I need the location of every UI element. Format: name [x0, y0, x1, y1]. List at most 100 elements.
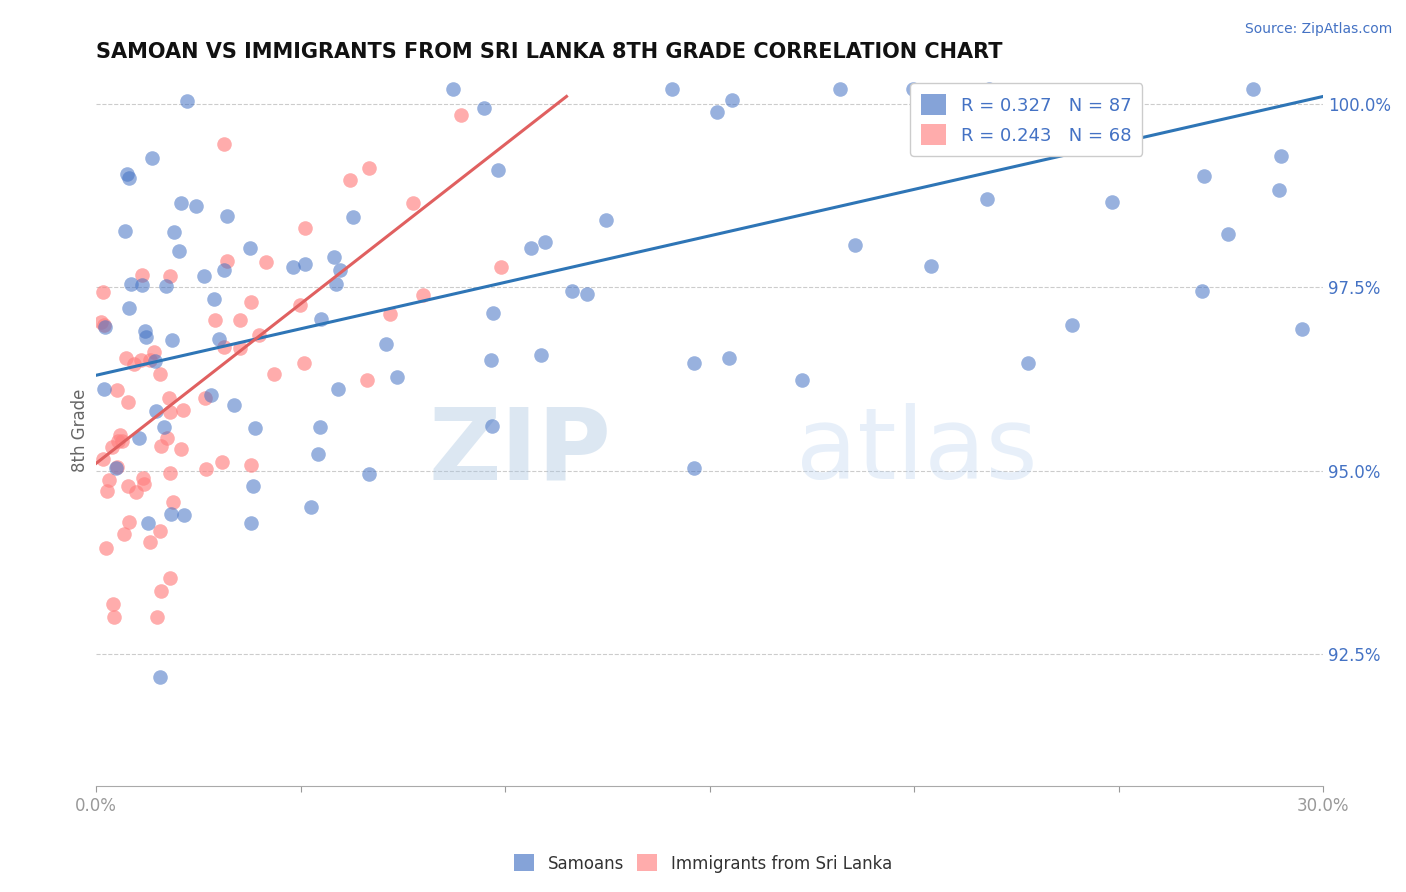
- Point: [163, 225, 186, 239]
- Point: [160, 334, 183, 348]
- Point: [976, 192, 998, 206]
- Point: [125, 485, 148, 500]
- Point: [150, 584, 173, 599]
- Point: [173, 508, 195, 522]
- Point: [91, 452, 114, 467]
- Point: [294, 221, 316, 235]
- Point: [90, 315, 112, 329]
- Point: [186, 198, 208, 212]
- Point: [129, 353, 152, 368]
- Point: [254, 255, 277, 269]
- Point: [149, 524, 172, 538]
- Point: [117, 515, 139, 529]
- Point: [156, 431, 179, 445]
- Text: Source: ZipAtlas.com: Source: ZipAtlas.com: [1244, 22, 1392, 37]
- Point: [112, 527, 135, 541]
- Point: [212, 340, 235, 354]
- Point: [115, 351, 138, 365]
- Point: [683, 356, 706, 370]
- Text: SAMOAN VS IMMIGRANTS FROM SRI LANKA 8TH GRADE CORRELATION CHART: SAMOAN VS IMMIGRANTS FROM SRI LANKA 8TH …: [96, 42, 1002, 62]
- Point: [412, 288, 434, 302]
- Point: [718, 351, 741, 365]
- Point: [1241, 82, 1264, 96]
- Point: [228, 312, 250, 326]
- Point: [308, 420, 330, 434]
- Text: ZIP: ZIP: [429, 403, 612, 500]
- Point: [212, 263, 235, 277]
- Point: [153, 420, 176, 434]
- Point: [263, 367, 285, 381]
- Point: [162, 495, 184, 509]
- Point: [136, 516, 159, 531]
- Point: [169, 244, 191, 259]
- Point: [243, 421, 266, 435]
- Point: [479, 353, 502, 368]
- Point: [215, 253, 238, 268]
- Point: [977, 82, 1000, 96]
- Point: [117, 479, 139, 493]
- Point: [1060, 318, 1083, 332]
- Point: [118, 301, 141, 315]
- Point: [96, 483, 118, 498]
- Point: [145, 404, 167, 418]
- Point: [172, 402, 194, 417]
- Point: [138, 353, 160, 368]
- Point: [224, 398, 246, 412]
- Point: [170, 196, 193, 211]
- Point: [200, 388, 222, 402]
- Point: [322, 250, 344, 264]
- Point: [120, 277, 142, 291]
- Point: [1191, 284, 1213, 298]
- Point: [105, 459, 128, 474]
- Point: [792, 373, 814, 387]
- Point: [176, 95, 198, 109]
- Point: [139, 535, 162, 549]
- Point: [111, 434, 134, 449]
- Point: [339, 172, 361, 186]
- Point: [212, 137, 235, 152]
- Point: [706, 105, 728, 120]
- Point: [342, 210, 364, 224]
- Point: [149, 670, 172, 684]
- Y-axis label: 8th Grade: 8th Grade: [72, 389, 89, 472]
- Point: [1268, 183, 1291, 197]
- Point: [488, 162, 510, 177]
- Point: [103, 610, 125, 624]
- Point: [108, 428, 131, 442]
- Point: [194, 391, 217, 405]
- Point: [240, 295, 263, 310]
- Point: [299, 500, 322, 514]
- Point: [159, 571, 181, 585]
- Point: [135, 330, 157, 344]
- Point: [115, 167, 138, 181]
- Point: [101, 597, 124, 611]
- Point: [920, 260, 942, 274]
- Point: [146, 610, 169, 624]
- Legend: R = 0.327   N = 87, R = 0.243   N = 68: R = 0.327 N = 87, R = 0.243 N = 68: [910, 84, 1142, 156]
- Point: [240, 458, 263, 473]
- Point: [93, 382, 115, 396]
- Point: [107, 434, 129, 448]
- Point: [326, 382, 349, 396]
- Point: [481, 418, 503, 433]
- Legend: Samoans, Immigrants from Sri Lanka: Samoans, Immigrants from Sri Lanka: [508, 847, 898, 880]
- Point: [143, 354, 166, 368]
- Point: [93, 318, 115, 332]
- Point: [228, 342, 250, 356]
- Point: [131, 268, 153, 282]
- Point: [128, 431, 150, 445]
- Point: [122, 357, 145, 371]
- Point: [828, 82, 851, 96]
- Point: [149, 439, 172, 453]
- Point: [1101, 195, 1123, 210]
- Point: [378, 307, 401, 321]
- Point: [561, 284, 583, 298]
- Point: [533, 235, 555, 249]
- Point: [283, 260, 305, 274]
- Point: [288, 298, 311, 312]
- Point: [292, 355, 315, 369]
- Point: [401, 196, 423, 211]
- Point: [247, 328, 270, 343]
- Point: [309, 312, 332, 326]
- Point: [357, 161, 380, 175]
